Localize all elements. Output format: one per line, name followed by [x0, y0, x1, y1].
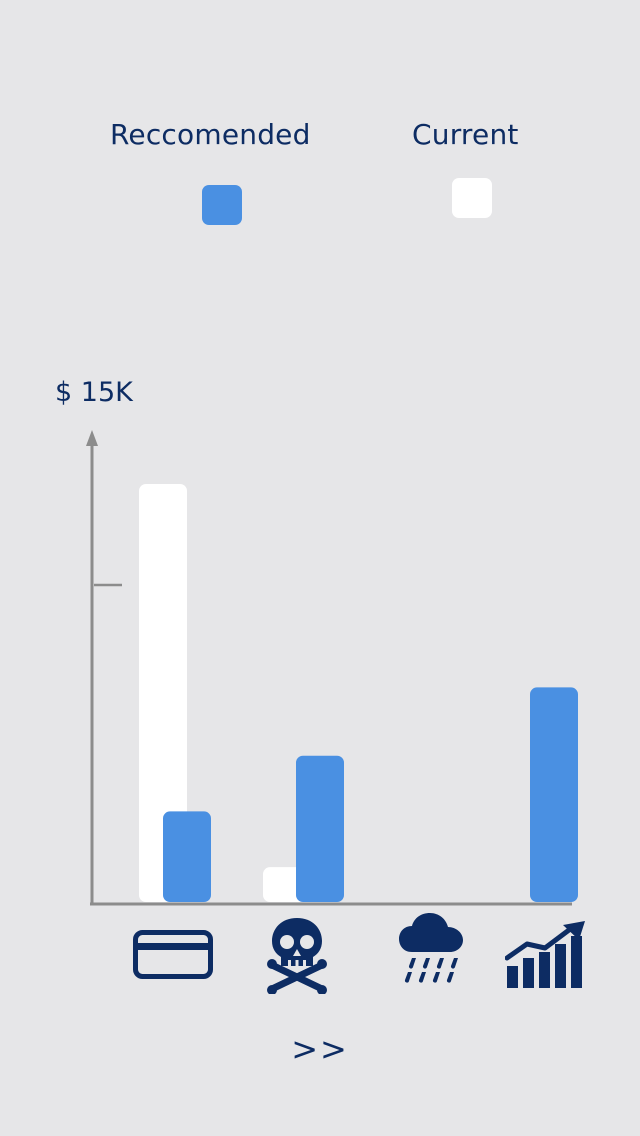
- bar-recommended-3: [530, 687, 578, 902]
- chart-growth-icon: [505, 921, 585, 988]
- credit-card-icon: [133, 930, 213, 979]
- bar-recommended-0: [163, 811, 211, 902]
- bars-layer: [139, 484, 578, 902]
- legend-swatch-current: [452, 178, 492, 218]
- legend-label-current: Current: [412, 118, 519, 151]
- legend-swatch-recommended: [202, 185, 242, 225]
- cloud-rain-icon: [399, 913, 463, 983]
- skull-crossbones-icon: [267, 918, 327, 994]
- next-button[interactable]: >>: [291, 1030, 349, 1068]
- y-axis-arrow: [86, 430, 98, 446]
- axes: [86, 430, 572, 906]
- legend-label-recommended: Reccomended: [110, 118, 311, 151]
- bar-current-0: [139, 484, 187, 902]
- y-axis-label: $ 15K: [55, 377, 133, 408]
- bar-recommended-1: [296, 755, 344, 902]
